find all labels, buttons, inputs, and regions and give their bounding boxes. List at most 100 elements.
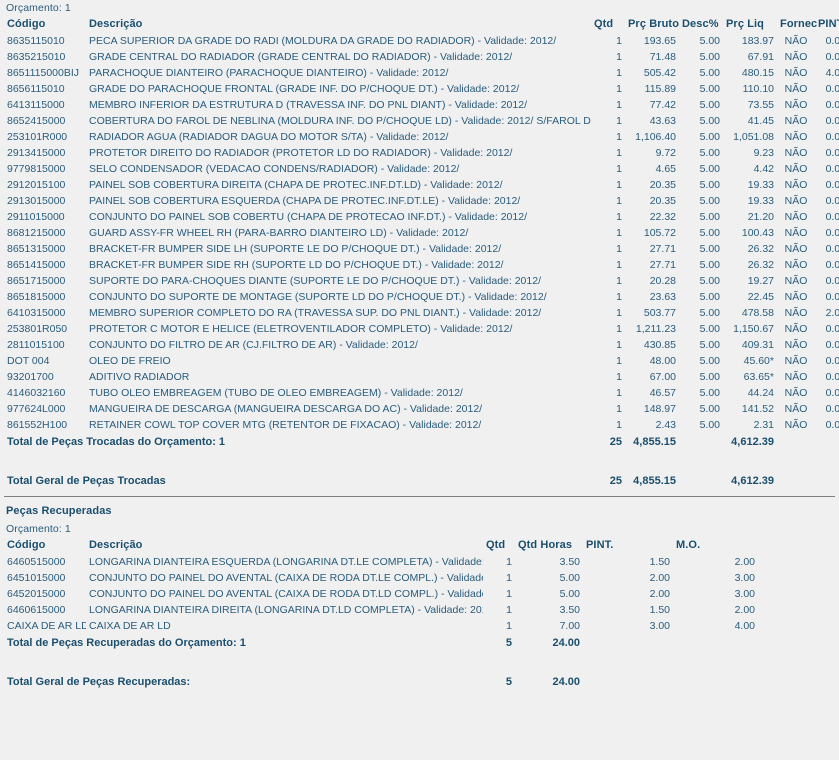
cell-codigo: DOT 004: [7, 355, 50, 367]
cell-preco-bruto: 1,106.40: [635, 131, 676, 143]
cell-descricao: PAINEL SOB COBERTURA DIREITA (CHAPA DE P…: [89, 179, 503, 191]
cell-descricao: PAINEL SOB COBERTURA ESQUERDA (CHAPA DE …: [89, 195, 521, 207]
cell-codigo: 6460515000: [7, 556, 66, 568]
table-header-row-trocadas: Código Descrição Qtd Prç Bruto Desc% Prç…: [4, 17, 839, 33]
table-row: 93201700 ADITIVO RADIADOR 1 67.00 5.00 63.65*…: [4, 369, 839, 385]
cell-fornec: NÃO: [784, 227, 808, 239]
table-row: 2913415000 PROTETOR DIREITO DO RADIADOR (…: [4, 145, 839, 161]
cell-codigo: 4146032160: [7, 387, 66, 399]
table-body-recuperadas: 6460515000 LONGARINA DIANTEIRA ESQUERDA (…: [4, 554, 839, 634]
subtotal-horas-recuperadas: 24.00: [552, 637, 580, 649]
cell-pint: 0.00: [825, 83, 839, 95]
table-footer-recuperadas: Total de Peças Recuperadas do Orçamento:…: [4, 634, 839, 690]
cell-qtd: 1: [506, 588, 512, 600]
subtotal-row-trocadas: Total de Peças Trocadas do Orçamento: 1 …: [4, 433, 839, 450]
cell-pint: 0.00: [825, 227, 839, 239]
cell-fornec: NÃO: [784, 403, 808, 415]
table-row: 8651115000BIJ PARACHOQUE DIANTEIRO (PARAC…: [4, 65, 839, 81]
cell-qtd-horas: 7.00: [559, 620, 580, 632]
cell-qtd: 1: [616, 275, 622, 287]
cell-descricao: OLEO DE FREIO: [89, 355, 171, 367]
cell-qtd: 1: [616, 355, 622, 367]
cell-pint: 2.00: [649, 588, 670, 600]
subtotal-fornec-trocadas: [777, 433, 815, 450]
cell-descricao: SUPORTE DO PARA-CHOQUES DIANTE (SUPORTE …: [89, 275, 541, 287]
cell-preco-bruto: 20.35: [649, 195, 676, 207]
cell-codigo: 8635215010: [7, 51, 66, 63]
col-header-qtd-horas-rec: Qtd Horas: [518, 539, 573, 551]
cell-fornec: NÃO: [784, 355, 808, 367]
section-divider: [4, 496, 835, 497]
cell-qtd: 1: [616, 419, 622, 431]
cell-codigo: 2913415000: [7, 147, 66, 159]
grandtotal-pint-recuperadas: [583, 673, 673, 690]
subtotal-qtd-trocadas: 25: [609, 436, 622, 448]
cell-preco-liquido: 45.60*: [743, 355, 774, 367]
cell-codigo: 253801R050: [7, 323, 68, 335]
table-row: 861552H100 RETAINER COWL TOP COVER MTG (R…: [4, 417, 839, 433]
cell-qtd-horas: 3.50: [559, 604, 580, 616]
cell-desconto: 5.00: [699, 115, 720, 127]
grandtotal-liquido-trocadas: 4,612.39: [731, 475, 774, 487]
cell-pint: 0.00: [825, 403, 839, 415]
cell-preco-liquido: 26.32: [747, 243, 774, 255]
subtotal-row-recuperadas: Total de Peças Recuperadas do Orçamento:…: [4, 634, 839, 651]
cell-qtd: 1: [506, 572, 512, 584]
cell-preco-bruto: 46.57: [649, 387, 676, 399]
cell-qtd: 1: [616, 115, 622, 127]
cell-preco-bruto: 9.72: [655, 147, 676, 159]
table-row: 6413115000 MEMBRO INFERIOR DA ESTRUTURA D…: [4, 97, 839, 113]
cell-fornec: NÃO: [784, 115, 808, 127]
cell-fornec: NÃO: [784, 195, 808, 207]
cell-descricao: BRACKET-FR BUMPER SIDE RH (SUPORTE LD DO…: [89, 259, 504, 271]
cell-qtd: 1: [616, 51, 622, 63]
cell-codigo: 253101R000: [7, 131, 68, 143]
cell-pint: 0.00: [825, 115, 839, 127]
table-row: DOT 004 OLEO DE FREIO 1 48.00 5.00 45.60* NÃO 0…: [4, 353, 839, 369]
cell-fornec: NÃO: [784, 243, 808, 255]
cell-fornec: NÃO: [784, 35, 808, 47]
cell-fornec: NÃO: [784, 291, 808, 303]
cell-preco-liquido: 141.52: [741, 403, 774, 415]
cell-codigo: 93201700: [7, 371, 54, 383]
cell-preco-bruto: 1,211.23: [635, 323, 676, 335]
cell-preco-liquido: 1,051.08: [733, 131, 774, 143]
table-row: 253101R000 RADIADOR AGUA (RADIADOR DAGUA …: [4, 129, 839, 145]
cell-pint: 0.00: [825, 291, 839, 303]
cell-desconto: 5.00: [699, 323, 720, 335]
cell-qtd: 1: [616, 323, 622, 335]
col-header-codigo-rec: Código: [7, 539, 46, 551]
cell-fornec: NÃO: [784, 83, 808, 95]
cell-codigo: 6460615000: [7, 604, 66, 616]
cell-descricao: COBERTURA DO FAROL DE NEBLINA (MOLDURA I…: [89, 115, 591, 127]
cell-descricao: CAIXA DE AR LD: [89, 620, 171, 632]
section-pecas-recuperadas: Peças Recuperadas Orçamento: 1 Código De…: [4, 503, 835, 690]
grandtotal-desconto-trocadas: [679, 472, 723, 489]
cell-fornec: NÃO: [784, 307, 808, 319]
cell-fornec: NÃO: [784, 163, 808, 175]
cell-preco-liquido: 1,150.67: [733, 323, 774, 335]
cell-codigo: 6452015000: [7, 588, 66, 600]
grandtotal-pint-trocadas: [815, 472, 839, 489]
cell-preco-liquido: 409.31: [741, 339, 774, 351]
col-header-fornec: Fornec: [780, 18, 818, 30]
cell-qtd: 1: [616, 147, 622, 159]
table-row: 6410315000 MEMBRO SUPERIOR COMPLETO DO RA…: [4, 305, 839, 321]
cell-fornec: NÃO: [784, 323, 808, 335]
table-row: 6460615000 LONGARINA DIANTEIRA DIREITA (L…: [4, 602, 839, 618]
grandtotal-mo-recuperadas: [673, 673, 758, 690]
cell-mo: 4.00: [734, 620, 755, 632]
cell-fornec: NÃO: [784, 147, 808, 159]
cell-pint: 0.00: [825, 323, 839, 335]
table-row: 8651415000 BRACKET-FR BUMPER SIDE RH (SUP…: [4, 257, 839, 273]
subtotal-pint-recuperadas: [583, 634, 673, 651]
cell-descricao: LONGARINA DIANTEIRA ESQUERDA (LONGARINA …: [89, 556, 483, 568]
cell-descricao: PROTETOR DIREITO DO RADIADOR (PROTETOR L…: [89, 147, 513, 159]
col-header-pad-rec: [758, 538, 839, 554]
cell-preco-bruto: 48.00: [649, 355, 676, 367]
cell-desconto: 5.00: [699, 339, 720, 351]
cell-desconto: 5.00: [699, 291, 720, 303]
cell-descricao: PARACHOQUE DIANTEIRO (PARACHOQUE DIANTEI…: [89, 67, 449, 79]
cell-mo: 2.00: [734, 556, 755, 568]
